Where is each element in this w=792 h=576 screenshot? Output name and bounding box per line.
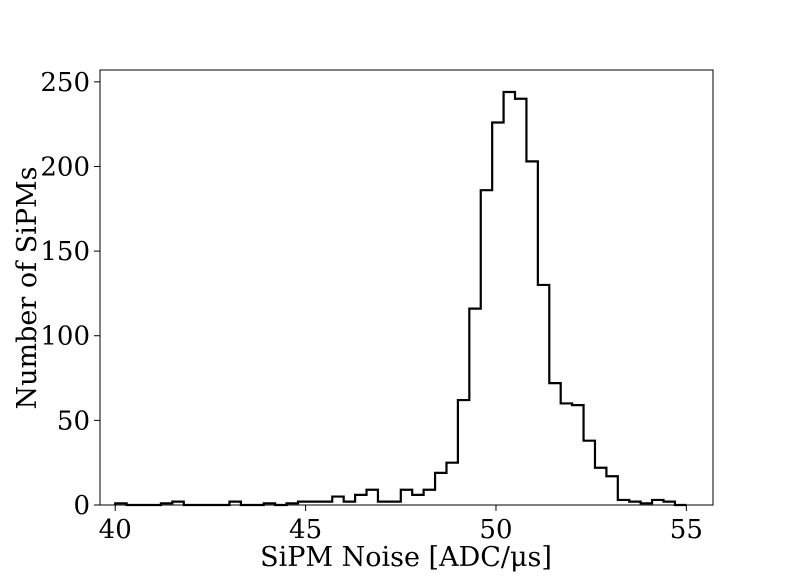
y-tick-label: 250 — [40, 68, 90, 98]
y-tick-label: 200 — [40, 152, 90, 182]
histogram-bin — [298, 502, 309, 505]
histogram-bin — [515, 99, 526, 505]
histogram-bin — [526, 161, 537, 505]
histogram-bin — [446, 463, 457, 505]
histogram-bin — [652, 500, 663, 505]
histogram-bin — [378, 502, 389, 505]
y-tick-label: 100 — [40, 322, 90, 352]
plot-area — [99, 69, 714, 507]
x-tick-label: 40 — [99, 515, 132, 545]
y-tick-label: 0 — [73, 491, 90, 521]
histogram-bin — [595, 468, 606, 505]
histogram-bin — [115, 503, 126, 505]
histogram-bin — [641, 503, 652, 505]
y-tick-label: 150 — [40, 237, 90, 267]
histogram-bin — [481, 190, 492, 505]
x-axis-ticks: 40 45 50 55 — [99, 505, 703, 545]
histogram-bin — [389, 502, 400, 505]
histogram-bin — [309, 502, 320, 505]
histogram-bin — [367, 490, 378, 505]
histogram-bin — [469, 309, 480, 505]
histogram-bin — [264, 503, 275, 505]
x-axis-label: SiPM Noise [ADC/μs] — [260, 542, 552, 573]
histogram-bin — [321, 502, 332, 505]
histogram-bin — [435, 473, 446, 505]
histogram-bin — [549, 383, 560, 505]
x-tick-label: 45 — [289, 515, 322, 545]
histogram-bin — [412, 495, 423, 505]
y-tick-label: 50 — [57, 406, 90, 436]
histogram-bin — [664, 502, 675, 505]
y-axis-ticks: 0 50 100 150 200 250 — [40, 68, 100, 521]
histogram-bin — [344, 502, 355, 505]
histogram-bin — [584, 441, 595, 505]
histogram-bin — [504, 92, 515, 505]
histogram-bin — [229, 502, 240, 505]
histogram-bin — [401, 490, 412, 505]
histogram-bin — [561, 403, 572, 505]
histogram-step-line — [114, 90, 687, 507]
histogram-bin — [161, 503, 172, 505]
histogram-bin — [172, 502, 183, 505]
histogram-bin — [492, 122, 503, 505]
histogram-bin — [332, 497, 343, 505]
histogram-bin — [618, 500, 629, 505]
histogram-bin — [606, 476, 617, 505]
histogram-bin — [287, 503, 298, 505]
histogram-bin — [355, 495, 366, 505]
x-tick-label: 55 — [670, 515, 703, 545]
plot-frame — [99, 69, 714, 506]
x-tick-label: 50 — [479, 515, 512, 545]
histogram-bin — [458, 400, 469, 505]
histogram-bin — [572, 405, 583, 505]
y-axis-label: Number of SiPMs — [12, 167, 43, 410]
histogram-bin — [424, 490, 435, 505]
histogram-bin — [629, 502, 640, 505]
histogram-bin — [538, 285, 549, 505]
